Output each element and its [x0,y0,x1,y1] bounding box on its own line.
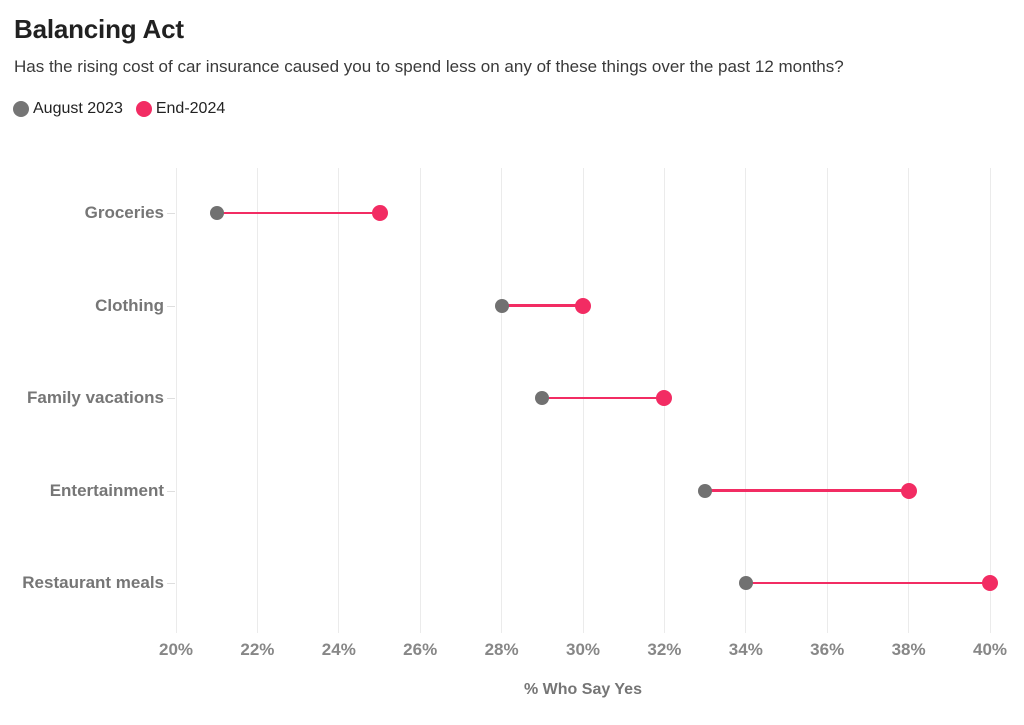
gridline-36- [826,168,828,633]
gridline-24- [338,168,340,633]
x-tick-label-24-: 24% [321,640,356,659]
gridline-34- [745,168,747,633]
connector-family-vacations [542,396,665,400]
legend-item-august-2023[interactable]: August 2023 [13,100,123,118]
gridline-30- [582,168,584,633]
x-tick-label-22-: 22% [240,640,275,659]
dot-end-2024-clothing[interactable] [575,297,591,314]
connector-clothing [501,304,583,307]
connector-restaurant-meals [745,581,990,585]
x-tick-label-32-: 32% [647,640,682,659]
gridline-40- [989,168,991,633]
dot-august-2023-restaurant-meals[interactable] [738,576,753,590]
page-title: Balancing Act [14,14,184,44]
y-tick-entertainment [167,490,175,492]
y-tick-family-vacations [167,398,175,399]
x-tick-label-38-: 38% [891,640,926,659]
gridline-20- [175,168,177,633]
y-tick-groceries [167,213,175,214]
x-tick-label-40-: 40% [972,640,1008,659]
x-tick-label-34-: 34% [728,640,763,659]
legend-item-end-2024[interactable]: End-2024 [135,100,226,118]
category-label-restaurant-meals: Restaurant meals [22,573,164,592]
page-subtitle: Has the rising cost of car insurance cau… [14,57,844,76]
dot-august-2023-entertainment[interactable] [698,483,713,498]
legend-swatch-august-2023-icon [13,101,29,117]
legend-swatch-end-2024-icon [135,101,152,117]
x-tick-label-20-: 20% [158,640,194,659]
category-label-family-vacations: Family vacations [26,388,164,407]
category-label-entertainment: Entertainment [49,480,164,500]
gridline-28- [501,168,503,633]
y-tick-restaurant-meals [167,583,175,584]
x-tick-label-26-: 26% [403,640,438,659]
x-tick-label-30-: 30% [565,640,601,659]
gridline-22- [256,168,258,633]
dot-august-2023-family-vacations[interactable] [535,391,550,405]
connector-groceries [216,211,380,215]
x-tick-label-36-: 36% [810,640,845,659]
dot-end-2024-family-vacations[interactable] [656,390,673,406]
x-axis-title: % Who Say Yes [524,681,642,698]
x-tick-label-28-: 28% [484,640,519,659]
legend: August 2023 End-2024 [13,100,225,118]
dot-august-2023-clothing[interactable] [494,298,509,313]
gridline-26- [419,168,421,633]
gridline-38- [908,168,910,633]
dot-end-2024-groceries[interactable] [371,205,388,221]
connector-entertainment [705,489,909,492]
category-label-groceries: Groceries [84,203,164,222]
category-label-clothing: Clothing [95,295,164,315]
dot-end-2024-restaurant-meals[interactable] [982,575,998,591]
y-tick-clothing [167,305,175,307]
legend-label: August 2023 [33,100,123,117]
legend-label: End-2024 [155,100,226,117]
dot-end-2024-entertainment[interactable] [900,482,917,499]
dot-august-2023-groceries[interactable] [209,206,224,220]
